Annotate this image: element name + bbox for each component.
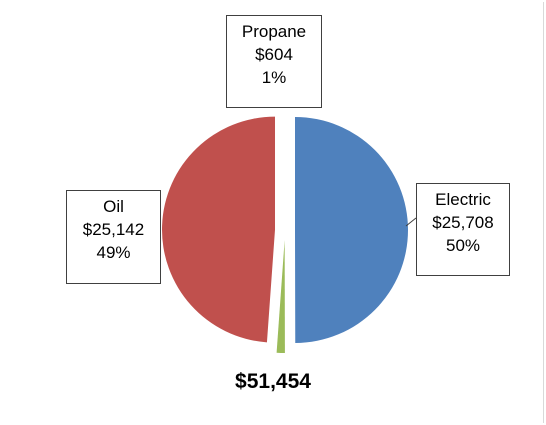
data-label-oil-name: Oil <box>103 197 124 216</box>
data-label-propane-amount: $604 <box>255 45 293 64</box>
leader-line-electric <box>405 217 417 227</box>
data-label-propane: Propane $604 1% <box>226 15 322 108</box>
data-label-electric-percent: 50% <box>445 236 481 255</box>
pie-slice-electric <box>295 116 409 343</box>
chart-area <box>4 2 544 423</box>
data-label-electric: Electric $25,708 50% <box>416 183 510 276</box>
data-label-propane-name: Propane <box>241 22 307 41</box>
pie-slice-oil <box>162 116 276 343</box>
data-label-oil-percent: 49% <box>96 243 131 262</box>
data-label-electric-name: Electric <box>435 190 491 209</box>
chart-total: $51,454 <box>235 370 311 393</box>
pie-slice-propane <box>276 239 285 353</box>
data-label-propane-percent: 1% <box>261 68 287 87</box>
data-label-electric-amount: $25,708 <box>432 213 494 232</box>
data-label-oil: Oil $25,142 49% <box>66 190 161 284</box>
data-label-oil-amount: $25,142 <box>82 220 145 239</box>
